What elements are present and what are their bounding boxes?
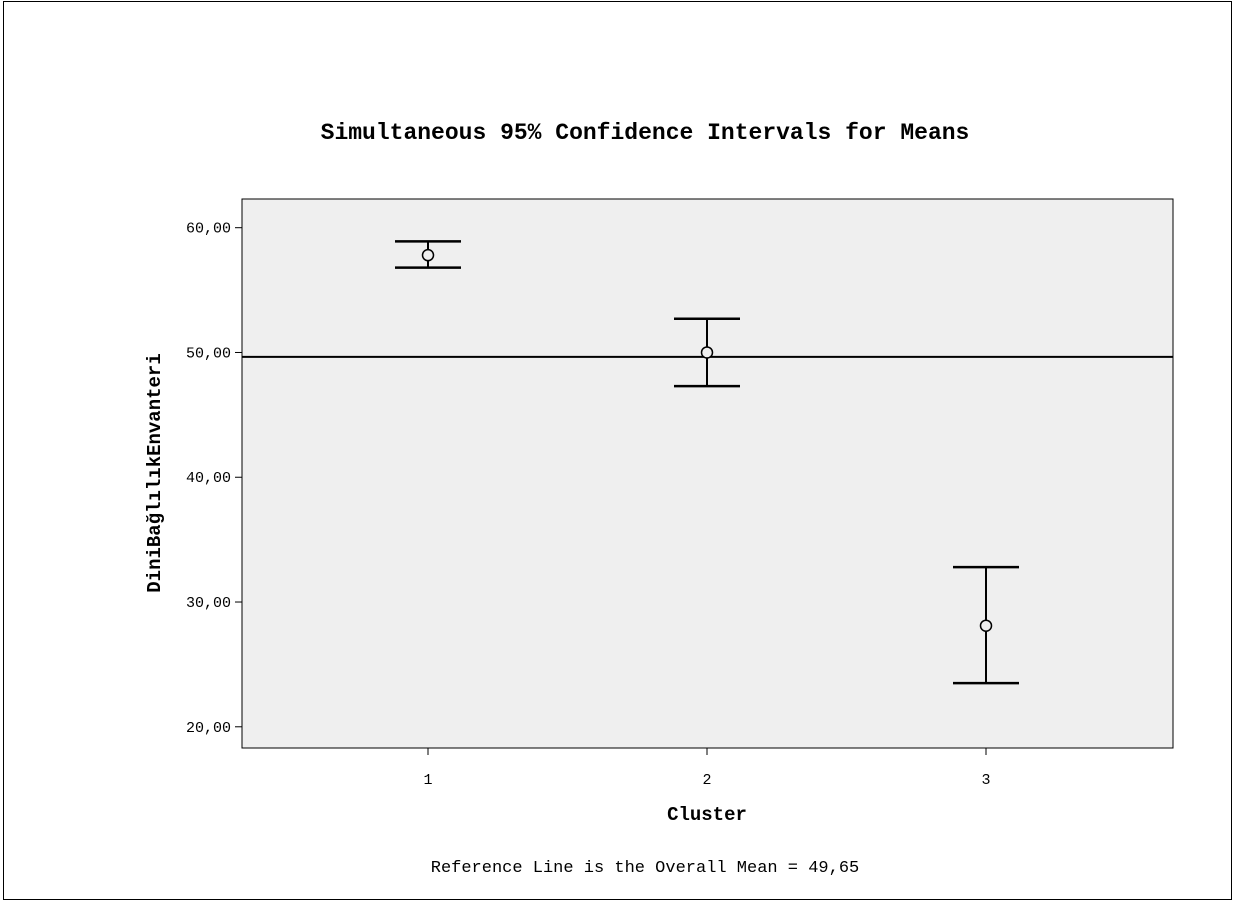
error-bars [395,240,1019,685]
y-tick-label: 60,00 [186,221,231,238]
y-tick-label: 40,00 [186,470,231,487]
chart-title: Simultaneous 95% Confidence Intervals fo… [321,120,970,146]
x-axis: 1 2 3 [423,748,991,789]
footnote: Reference Line is the Overall Mean = 49,… [431,859,859,878]
x-tick-label: 3 [981,772,990,789]
x-axis-label: Cluster [667,804,747,826]
x-tick-label: 1 [423,772,432,789]
mean-marker [700,346,714,359]
mean-marker [979,619,993,632]
y-axis: 20,00 30,00 40,00 50,00 60,00 [186,221,242,737]
y-tick-label: 20,00 [186,720,231,737]
plot-area [241,198,1174,749]
y-tick-label: 30,00 [186,595,231,612]
x-tick-label: 2 [702,772,711,789]
y-axis-label: DiniBağlılıkEnvanteri [144,353,166,592]
mean-marker [421,248,435,262]
y-tick-label: 50,00 [186,345,231,362]
